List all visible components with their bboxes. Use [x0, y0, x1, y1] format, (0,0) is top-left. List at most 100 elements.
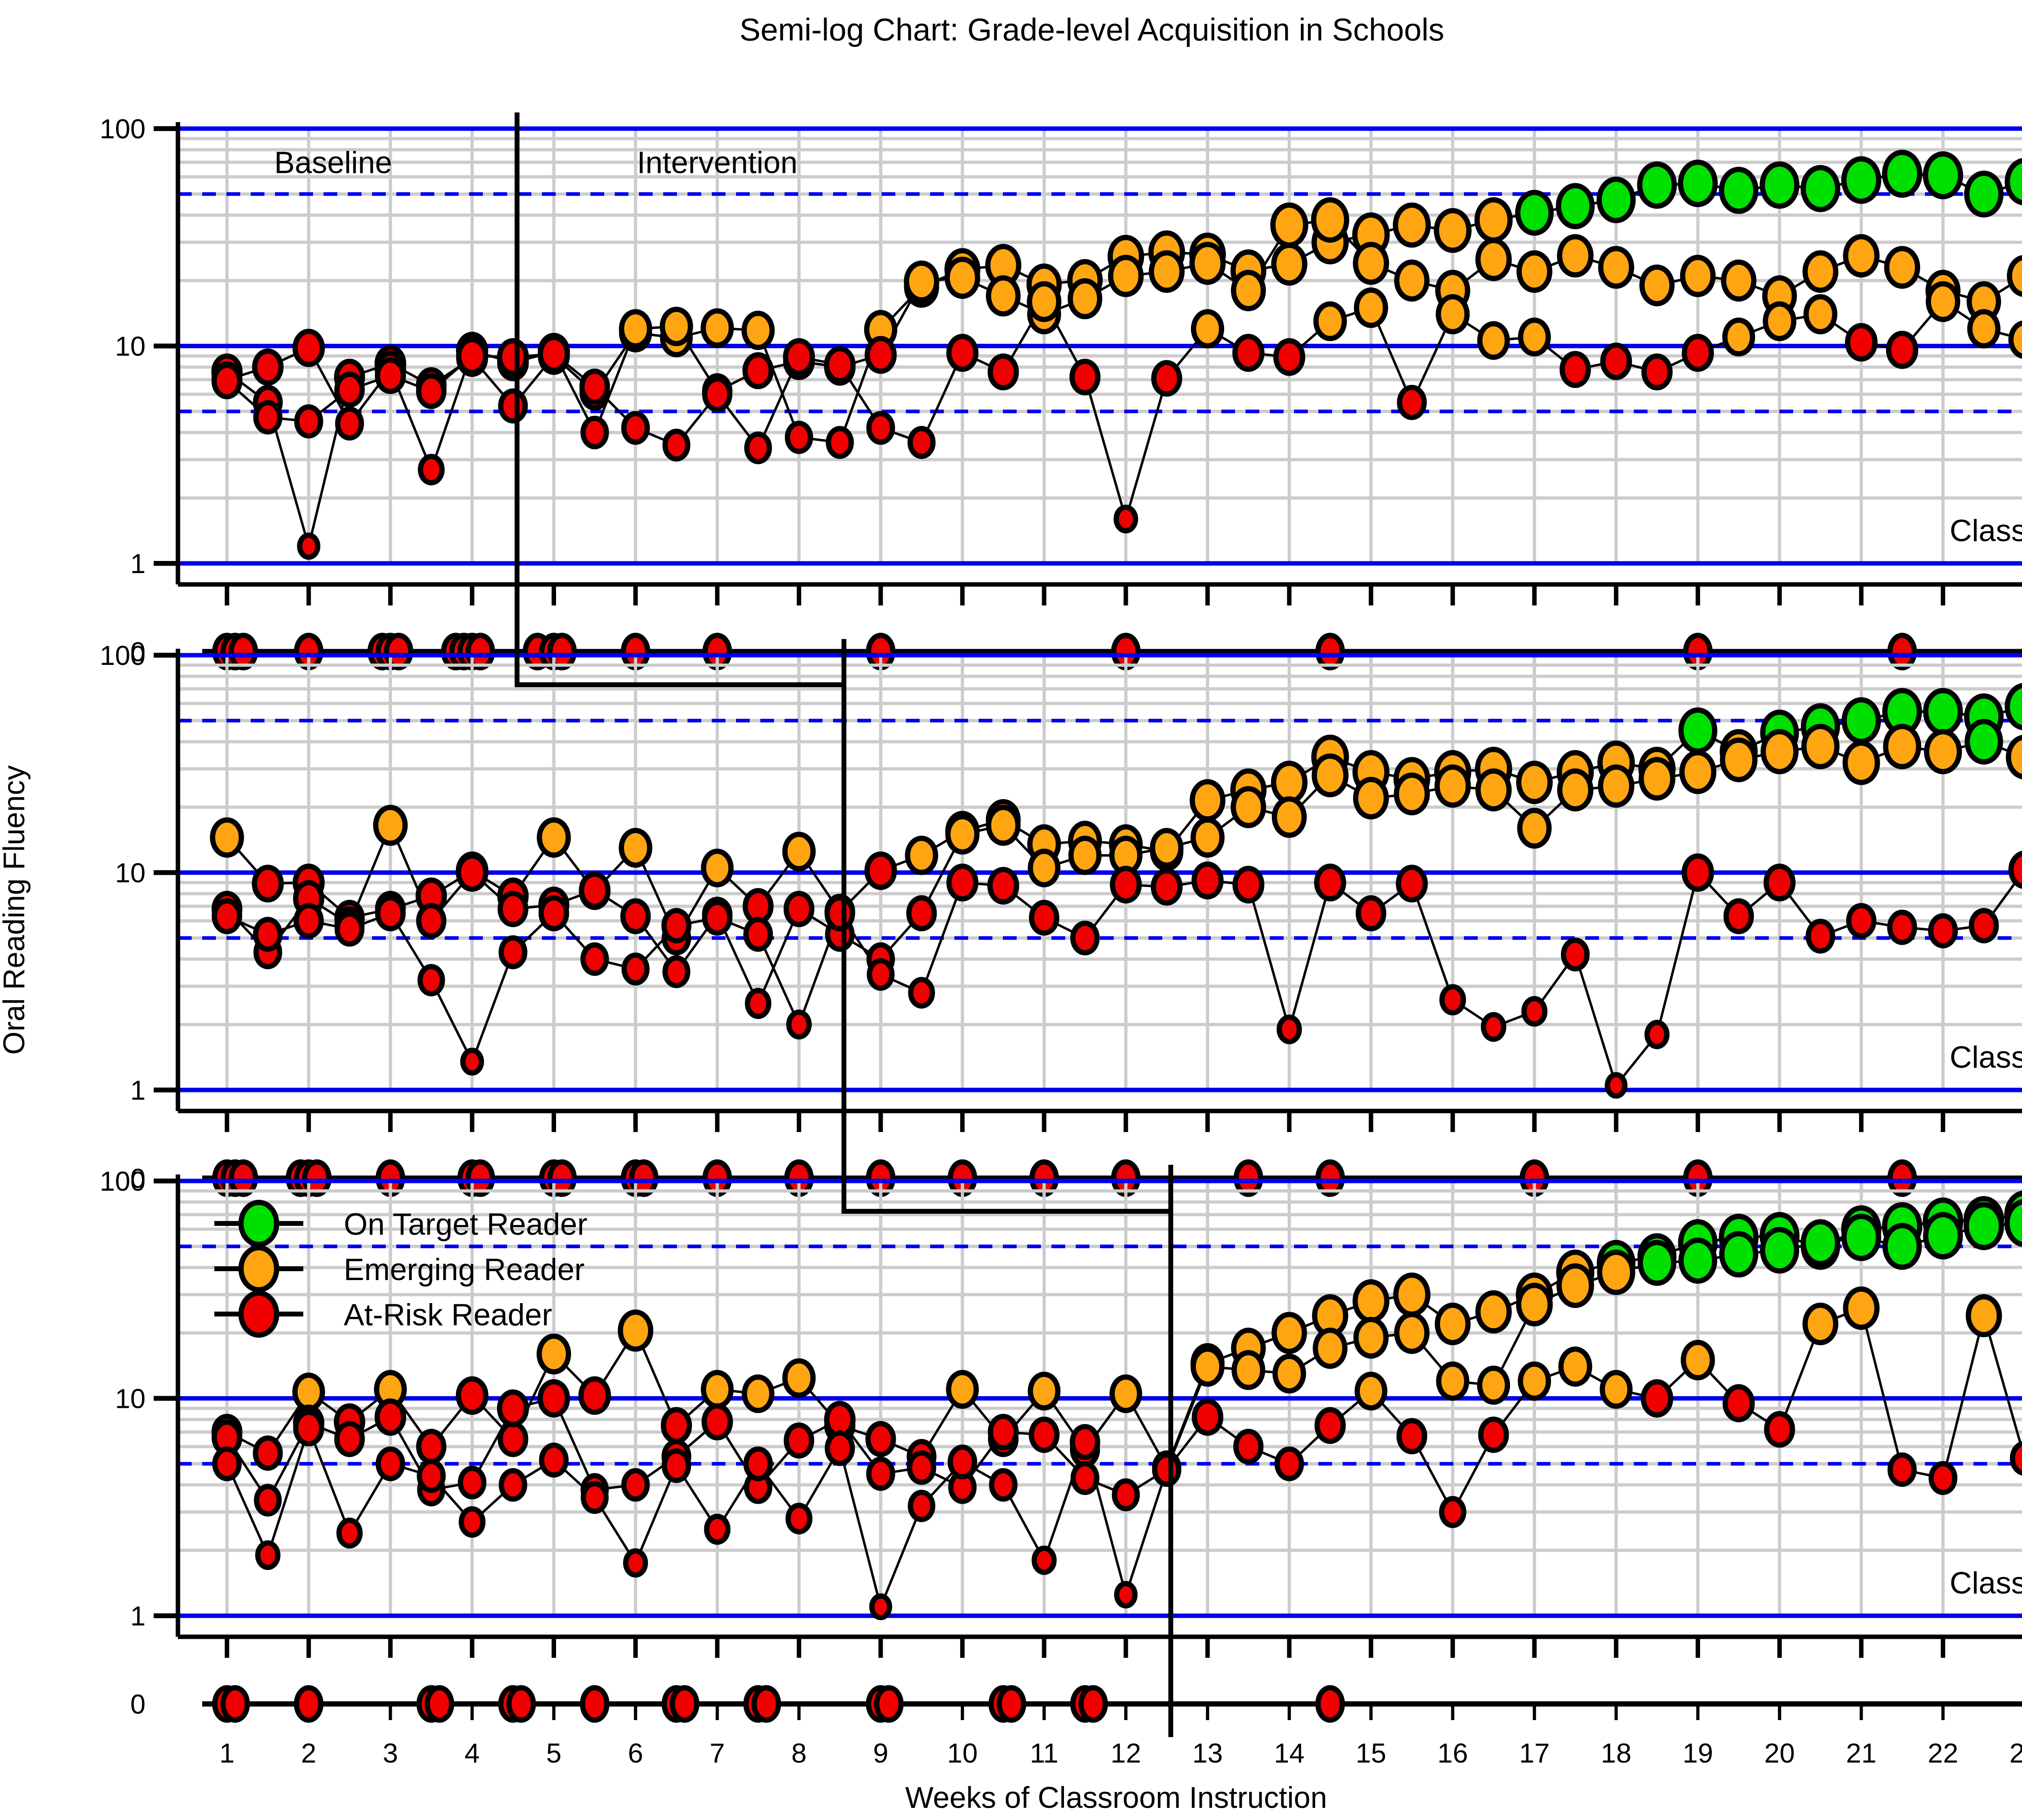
data-point	[1641, 1379, 1673, 1418]
data-point	[1845, 323, 1878, 362]
data-point	[1354, 287, 1388, 328]
data-point	[1720, 737, 1758, 783]
data-point	[1150, 828, 1184, 868]
data-point	[1719, 167, 1759, 214]
data-point	[1191, 1398, 1224, 1436]
data-point	[988, 1414, 1019, 1450]
data-point	[1436, 294, 1470, 334]
data-point	[907, 426, 936, 459]
data-point	[254, 1484, 282, 1517]
x-tick-label: 17	[1519, 1738, 1550, 1769]
zero-data-point	[547, 633, 577, 671]
data-point	[1314, 863, 1346, 902]
data-point	[294, 404, 324, 439]
data-point	[1678, 159, 1718, 207]
data-point	[1233, 1428, 1264, 1464]
data-point	[1068, 278, 1102, 320]
data-point	[2008, 851, 2022, 889]
data-point	[1313, 301, 1347, 341]
data-point	[1800, 165, 1840, 212]
zero-data-point	[294, 1685, 324, 1723]
data-point	[579, 368, 610, 405]
data-point	[1515, 190, 1554, 236]
data-point	[907, 1450, 937, 1485]
legend-label-0: On Target Reader	[344, 1207, 588, 1242]
data-point	[1517, 808, 1552, 849]
data-point	[1353, 777, 1389, 820]
x-tick-label: 21	[1846, 1738, 1877, 1769]
data-point	[1029, 899, 1060, 936]
y-tick-label: 1	[130, 548, 146, 579]
x-tick-label: 13	[1192, 1738, 1223, 1769]
zero-data-point	[1887, 1159, 1917, 1197]
data-point	[1843, 1286, 1880, 1330]
data-point	[1272, 1354, 1306, 1394]
zero-row-label: 0	[130, 1689, 146, 1720]
data-point	[1352, 1279, 1390, 1323]
data-point	[1475, 1290, 1512, 1334]
data-point	[1069, 358, 1101, 396]
data-point	[1313, 1327, 1348, 1369]
phase-labels: Baseline Intervention	[274, 146, 797, 180]
data-point	[1841, 697, 1881, 744]
data-point	[375, 1446, 405, 1481]
x-tick-label: 19	[1683, 1738, 1713, 1769]
data-point	[1929, 1461, 1958, 1495]
data-point	[1969, 908, 1999, 944]
data-point	[1516, 760, 1553, 804]
data-point	[1276, 1014, 1302, 1044]
data-point	[1641, 353, 1673, 391]
zero-data-point	[751, 1685, 781, 1723]
data-point	[1599, 1370, 1633, 1409]
x-tick-label: 16	[1437, 1738, 1468, 1769]
data-point	[1884, 246, 1920, 289]
data-point	[497, 1389, 529, 1427]
data-point	[334, 371, 365, 408]
data-point	[1353, 1316, 1389, 1359]
phase-label-0: Baseline	[274, 146, 392, 180]
data-point	[1679, 750, 1717, 794]
data-point	[456, 853, 489, 892]
y-tick-label: 100	[100, 640, 146, 671]
panel-2: 1101000Classroom #2	[100, 640, 2022, 1197]
data-point	[1681, 853, 1714, 892]
data-point	[292, 328, 325, 367]
data-point	[744, 431, 772, 464]
data-point	[1965, 719, 2003, 765]
data-point	[1477, 1365, 1510, 1405]
data-point	[458, 1465, 486, 1500]
data-point	[1191, 309, 1225, 349]
data-point	[1070, 921, 1100, 956]
data-point	[1397, 385, 1427, 420]
data-point	[497, 338, 529, 376]
data-point	[1597, 1249, 1635, 1295]
data-point	[1722, 1384, 1755, 1422]
data-point	[417, 964, 445, 997]
x-tick-label: 5	[546, 1738, 562, 1769]
data-point	[1678, 1238, 1717, 1284]
data-point	[1439, 1496, 1466, 1528]
data-point	[1887, 1452, 1917, 1487]
zero-data-point	[1078, 1685, 1108, 1723]
zero-data-point	[547, 1159, 577, 1197]
data-point	[336, 1517, 363, 1549]
data-point	[1273, 338, 1305, 376]
x-tick-label: 6	[628, 1738, 643, 1769]
data-point	[743, 1446, 773, 1481]
data-point	[1396, 864, 1428, 903]
data-point	[786, 1009, 812, 1040]
data-point	[1681, 1340, 1715, 1380]
chart-title: Semi-log Chart: Grade-level Acquisition …	[740, 12, 1445, 47]
data-point	[908, 977, 935, 1009]
y-tick-label: 10	[115, 858, 146, 889]
data-point	[661, 1407, 692, 1444]
y-tick-label: 10	[115, 1384, 146, 1414]
x-tick-label: 9	[873, 1738, 888, 1769]
data-point	[1191, 1346, 1225, 1387]
data-point	[783, 1422, 814, 1459]
data-point	[580, 942, 609, 976]
data-point	[460, 1048, 484, 1076]
data-point	[618, 1309, 654, 1352]
data-point	[702, 376, 733, 412]
